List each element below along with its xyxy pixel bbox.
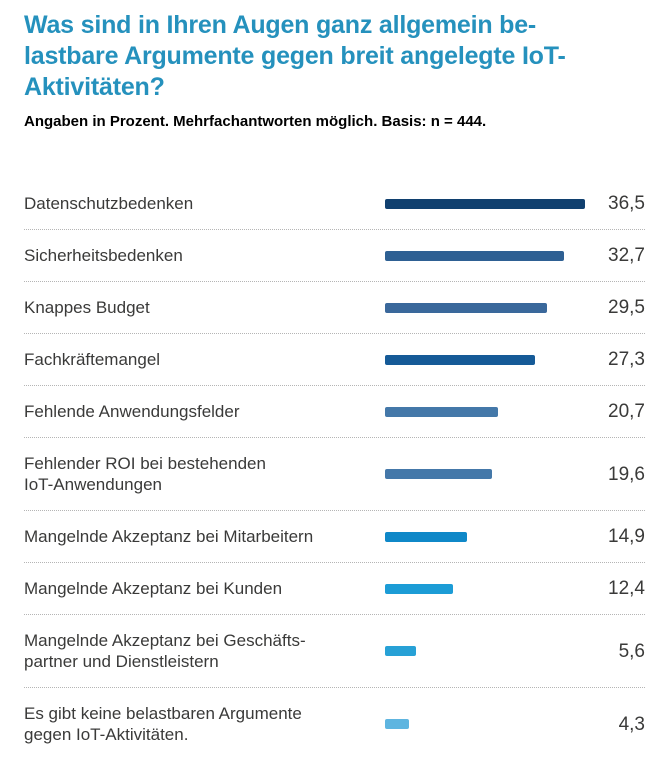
category-label: Fehlender ROI bei bestehenden IoT-Anwendu…: [24, 454, 266, 494]
bar: [385, 354, 535, 365]
value-label: 36,5: [608, 193, 645, 214]
bar: [385, 646, 416, 656]
bar-track: [385, 302, 590, 313]
bar-track: [385, 198, 590, 209]
chart-row: Sicherheitsbedenken 32,7: [24, 230, 645, 282]
bar-track: [385, 531, 590, 542]
bar-track: [385, 719, 590, 729]
title-line-2: lastbare Argumente gegen breit angelegte…: [24, 42, 566, 70]
category-label: Fehlende Anwendungsfelder: [24, 402, 240, 421]
bar-track: [385, 250, 590, 261]
title-line-1: Was sind in Ihren Augen ganz allgemein b…: [24, 11, 537, 39]
value-label: 12,4: [608, 578, 645, 599]
value-label: 19,6: [608, 463, 645, 485]
bar: [385, 302, 547, 313]
bar-track: [385, 406, 590, 417]
value-label: 4,3: [618, 713, 645, 735]
value-label: 5,6: [618, 640, 645, 662]
chart-row: Mangelnde Akzeptanz bei Mitarbeitern 14,9: [24, 511, 645, 563]
bar-track: [385, 646, 590, 656]
bar: [385, 531, 467, 542]
chart-row: Fehlender ROI bei bestehenden IoT-Anwendu…: [24, 438, 645, 511]
category-label: Knappes Budget: [24, 298, 150, 317]
category-label: Fachkräftemangel: [24, 350, 161, 369]
bar-chart: Datenschutzbedenken 36,5 Sicherheitsbedenk…: [24, 178, 645, 760]
value-label: 29,5: [608, 297, 645, 318]
category-label: Datenschutzbedenken: [24, 194, 194, 213]
chart-title: Was sind in Ihren Augen ganz allgemein b…: [24, 10, 645, 103]
bar: [385, 583, 453, 594]
bar-track: [385, 354, 590, 365]
chart-row: Datenschutzbedenken 36,5: [24, 178, 645, 230]
category-label: Mangelnde Akzeptanz bei Mitarbeitern: [24, 527, 314, 546]
category-label: Mangelnde Akzeptanz bei Geschäfts-partne…: [24, 631, 306, 671]
chart-subtitle: Angaben in Prozent. Mehrfachantworten mö…: [24, 113, 487, 130]
bar: [385, 250, 564, 261]
chart-row: Mangelnde Akzeptanz bei Geschäfts-partne…: [24, 615, 645, 688]
chart-row: Fachkräftemangel 27,3: [24, 334, 645, 386]
category-label: Sicherheitsbedenken: [24, 246, 183, 265]
value-label: 27,3: [608, 349, 645, 370]
bar: [385, 469, 492, 479]
chart-row: Mangelnde Akzeptanz bei Kunden 12,4: [24, 563, 645, 615]
value-label: 20,7: [608, 401, 645, 422]
chart-row: Fehlende Anwendungsfelder 20,7: [24, 386, 645, 438]
value-label: 14,9: [608, 526, 645, 547]
chart-row: Knappes Budget 29,5: [24, 282, 645, 334]
bar-track: [385, 583, 590, 594]
category-label: Es gibt keine belastbaren Argumente gegen…: [24, 704, 302, 744]
category-label: Mangelnde Akzeptanz bei Kunden: [24, 579, 283, 598]
bar-track: [385, 469, 590, 479]
bar: [385, 719, 409, 729]
bar: [385, 198, 585, 209]
chart-row: Es gibt keine belastbaren Argumente gegen…: [24, 688, 645, 760]
title-line-3: Aktivitäten?: [24, 73, 165, 101]
value-label: 32,7: [608, 245, 645, 266]
bar: [385, 406, 498, 417]
